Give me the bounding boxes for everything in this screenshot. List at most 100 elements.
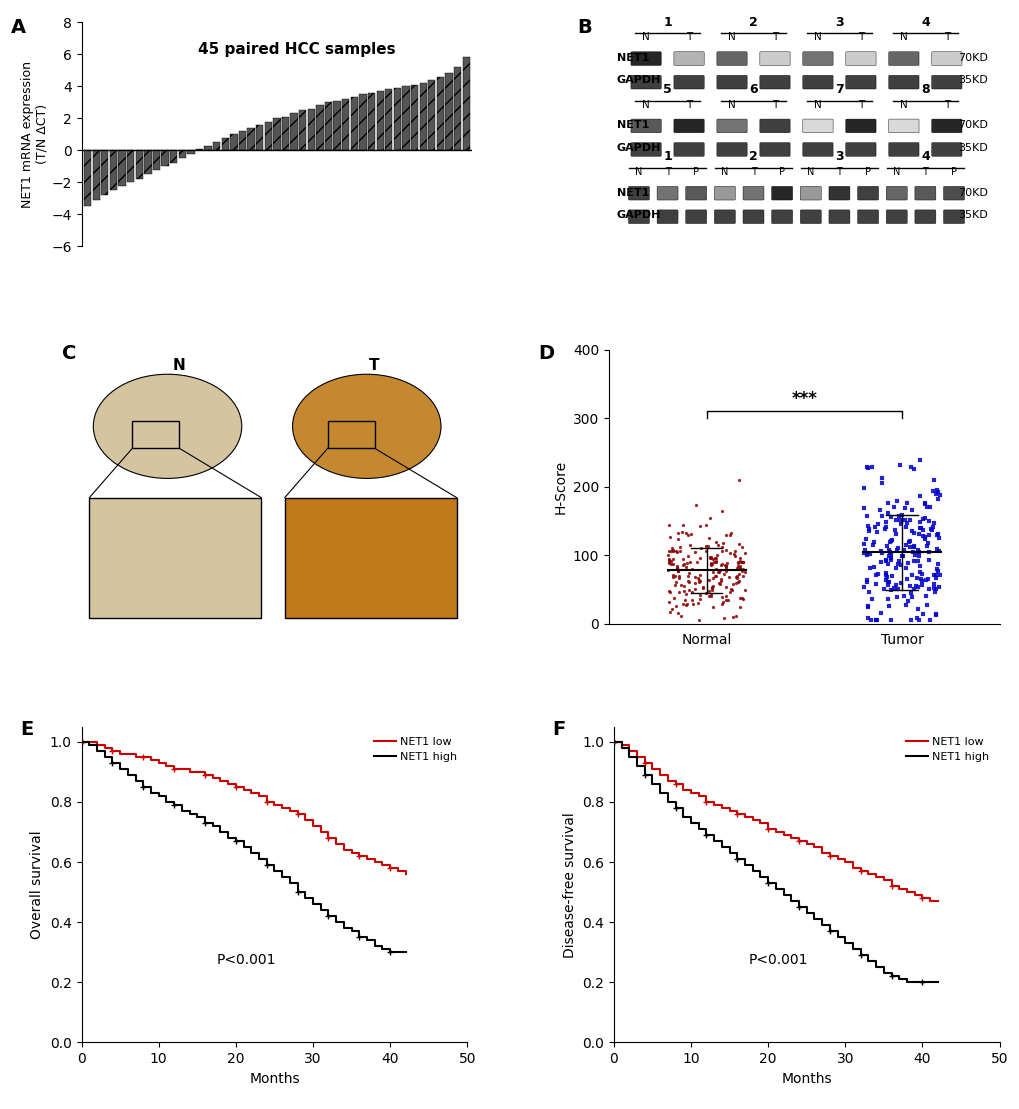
Point <box>676 582 692 600</box>
Point <box>895 588 911 606</box>
Text: N: N <box>806 167 814 177</box>
Point <box>136 747 152 765</box>
NET1 low <box>160 760 172 773</box>
FancyBboxPatch shape <box>713 186 735 200</box>
NET1 high <box>121 769 133 782</box>
Point <box>904 543 920 561</box>
Point <box>259 856 275 874</box>
NET1 low <box>384 862 396 875</box>
Point <box>197 814 213 832</box>
FancyBboxPatch shape <box>685 186 706 200</box>
Point <box>928 560 945 578</box>
Bar <box>153 151 160 170</box>
Text: 2: 2 <box>748 16 757 29</box>
Point <box>689 594 705 612</box>
Point <box>882 549 899 567</box>
Point <box>897 596 913 613</box>
Point <box>917 498 933 516</box>
Bar <box>230 134 237 151</box>
Point <box>914 606 930 623</box>
Text: P<0.001: P<0.001 <box>748 953 808 967</box>
NET1 low <box>776 828 789 842</box>
FancyBboxPatch shape <box>828 186 849 200</box>
NET1 low <box>769 825 782 838</box>
NET1 high <box>707 834 719 847</box>
Point <box>898 537 914 554</box>
NET1 high <box>792 901 804 914</box>
NET1 low <box>345 846 358 859</box>
Point <box>721 580 738 598</box>
Point <box>872 542 889 560</box>
Point <box>916 530 932 548</box>
Point <box>923 518 940 536</box>
Point <box>918 597 934 614</box>
Point <box>728 569 744 587</box>
Point <box>727 542 743 560</box>
FancyBboxPatch shape <box>943 210 964 224</box>
Point <box>867 611 883 629</box>
Point <box>856 541 872 559</box>
Point <box>705 553 721 571</box>
NET1 high <box>754 871 766 884</box>
Point <box>902 459 918 477</box>
Text: P: P <box>864 167 870 177</box>
Point <box>692 539 708 557</box>
FancyBboxPatch shape <box>930 75 961 89</box>
Text: NET1: NET1 <box>616 53 648 63</box>
NET1 low <box>715 802 728 815</box>
Point <box>711 571 728 589</box>
Point <box>684 596 700 613</box>
Point <box>917 571 933 589</box>
Text: N: N <box>728 32 735 42</box>
Bar <box>110 151 117 191</box>
Point <box>913 974 929 991</box>
NET1 low <box>153 756 165 770</box>
Bar <box>376 91 383 151</box>
FancyBboxPatch shape <box>628 186 649 200</box>
Point <box>892 456 908 474</box>
NET1 high <box>283 876 296 889</box>
NET1 high <box>353 930 365 944</box>
Point <box>659 554 676 572</box>
Point <box>880 545 897 562</box>
NET1 low <box>807 841 819 854</box>
FancyBboxPatch shape <box>674 75 703 89</box>
NET1 low <box>299 813 311 826</box>
Point <box>881 581 898 599</box>
Bar <box>170 151 177 163</box>
Point <box>871 501 888 519</box>
Point <box>716 579 733 597</box>
Text: T: T <box>943 32 949 42</box>
Point <box>715 564 732 582</box>
Point <box>898 515 914 532</box>
Point <box>697 542 713 560</box>
NET1 low <box>268 798 280 812</box>
NET1 high <box>830 930 843 944</box>
NET1 high <box>815 918 827 932</box>
Point <box>889 541 905 559</box>
NET1 low <box>361 853 373 866</box>
Point <box>919 580 935 598</box>
NET1 high <box>229 834 242 847</box>
Text: NET1: NET1 <box>616 121 648 131</box>
Point <box>926 569 943 587</box>
NET1 low <box>623 744 635 757</box>
Point <box>680 581 696 599</box>
Point <box>667 559 684 577</box>
Point <box>919 533 935 551</box>
Text: 3: 3 <box>835 151 843 163</box>
NET1 low <box>823 849 836 863</box>
Point <box>730 566 746 583</box>
NET1 low <box>337 844 350 857</box>
Point <box>913 572 929 590</box>
Point <box>911 562 927 580</box>
Point <box>697 583 713 601</box>
Bar <box>462 58 470 151</box>
NET1 low <box>893 883 905 896</box>
Point <box>877 518 894 536</box>
Point <box>919 570 935 588</box>
Point <box>859 459 875 477</box>
NET1 high <box>237 841 250 854</box>
Point <box>707 549 723 567</box>
FancyBboxPatch shape <box>759 52 790 65</box>
